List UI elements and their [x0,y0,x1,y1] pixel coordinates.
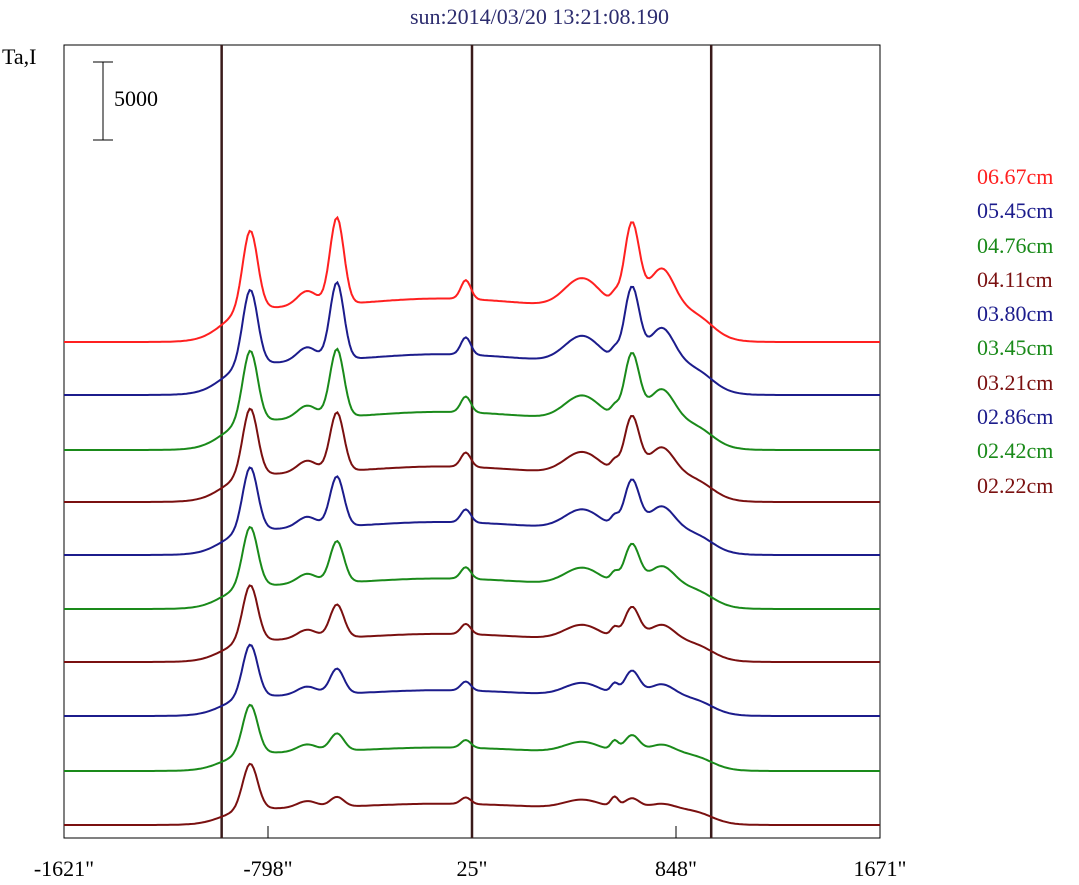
legend-entry: 04.11cm [977,266,1053,292]
series-group [64,215,880,826]
series-line-04-76cm [64,347,880,451]
series-line-02-42cm [64,703,880,772]
series-line-03-21cm [64,584,880,663]
series-line-06-67cm [64,215,880,343]
legend-entry: 02.86cm [977,404,1054,430]
x-tick-label: -1621" [33,856,95,881]
series-line-02-22cm [64,762,880,826]
legend-entry: 03.21cm [977,369,1054,395]
x-tick-label: 25" [456,856,488,881]
scale-bar [93,61,113,141]
series-line-03-80cm [64,466,880,556]
legend: 06.67cm 05.45cm 04.76cm 04.11cm 03.80cm 03.45… [977,160,1053,503]
series-line-02-86cm [64,643,880,717]
y-axis-label: Ta,I [2,44,37,69]
legend-entry: 05.45cm [977,198,1054,224]
legend-entry: 02.42cm [977,438,1054,464]
chart-title: sun:2014/03/20 13:21:08.190 [409,4,670,29]
series-line-04-11cm [64,407,880,503]
series-line-05-45cm [64,280,880,396]
legend-entry: 02.22cm [977,472,1054,498]
legend-entry: 04.76cm [977,232,1054,258]
x-tick-label: 1671" [853,856,907,881]
x-tick-label: -798" [243,856,293,881]
x-tick-label: 848" [655,856,697,881]
scale-bar-label: 5000 [114,86,158,111]
legend-entry: 03.45cm [977,335,1054,361]
series-line-03-45cm [64,525,880,610]
legend-entry: 03.80cm [977,301,1054,327]
legend-entry: 06.67cm [977,164,1054,189]
vertical-markers [220,45,713,838]
